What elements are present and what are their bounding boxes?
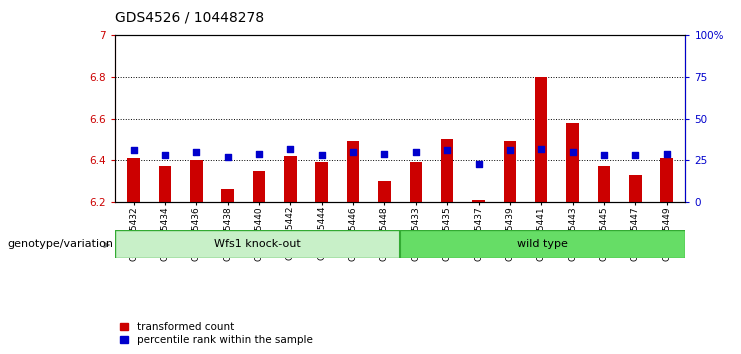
Legend: transformed count, percentile rank within the sample: transformed count, percentile rank withi… [120,322,313,345]
Point [379,151,391,156]
Point [316,152,328,158]
Point [629,152,641,158]
Point [159,152,171,158]
Bar [629,175,642,202]
Point [598,152,610,158]
Point [441,147,453,153]
Bar [284,156,296,202]
Bar [115,230,400,258]
Bar [253,171,265,202]
Bar [316,162,328,202]
Point [535,146,547,152]
Bar [598,166,610,202]
Bar [347,142,359,202]
Bar [660,158,673,202]
Point [190,149,202,155]
Point [253,151,265,156]
Bar [566,123,579,202]
Text: Wfs1 knock-out: Wfs1 knock-out [214,239,301,249]
Bar [190,160,202,202]
Bar [378,181,391,202]
Point [348,149,359,155]
Bar [127,158,140,202]
Text: wild type: wild type [517,239,568,249]
Bar [441,139,453,202]
Bar [535,77,548,202]
Bar [410,162,422,202]
Point [410,149,422,155]
Text: genotype/variation: genotype/variation [7,239,113,249]
Point [222,154,233,160]
Bar [400,230,685,258]
Point [285,146,296,152]
Point [661,151,673,156]
Point [127,147,139,153]
Point [504,147,516,153]
Bar [222,189,234,202]
Bar [159,166,171,202]
Text: GDS4526 / 10448278: GDS4526 / 10448278 [115,11,264,25]
Bar [504,142,516,202]
Bar [472,200,485,202]
Point [473,161,485,166]
Point [567,149,579,155]
